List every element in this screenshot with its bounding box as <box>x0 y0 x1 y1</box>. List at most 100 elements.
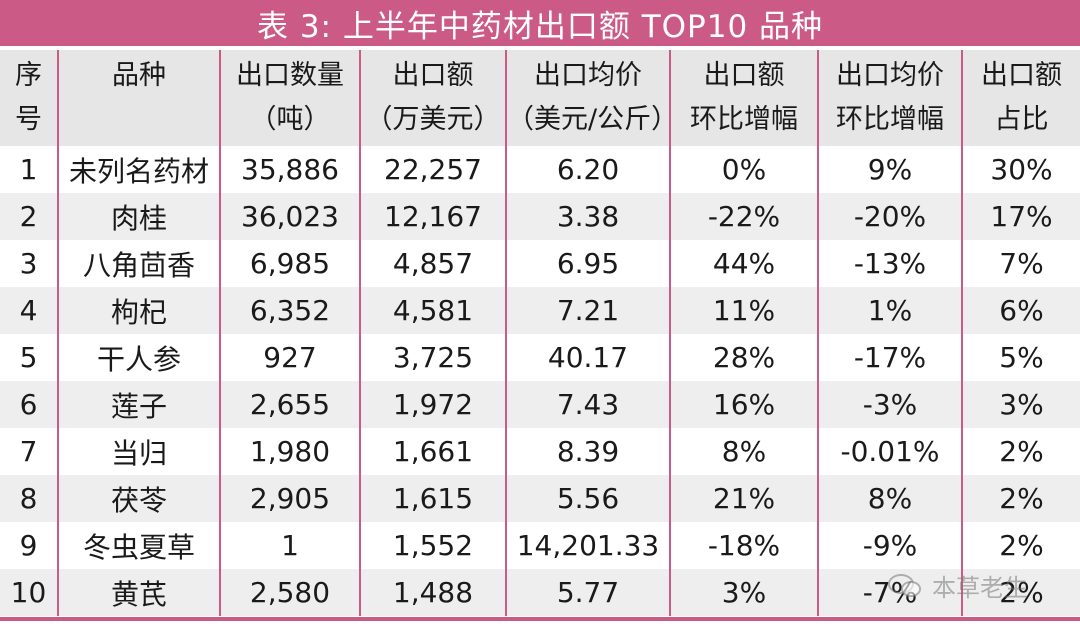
watermark-text: 本草老生 <box>932 574 1028 602</box>
cell-index: 7 <box>19 435 38 468</box>
cell-avg-price: 8.39 <box>505 428 670 475</box>
cell-share: 2% <box>961 475 1080 522</box>
table-row: 6 莲子 2,655 1,972 7.43 16% -3% 3% <box>0 381 1080 428</box>
cell-value-change: 16% <box>669 381 818 428</box>
cell-value: 1,552 <box>359 522 506 569</box>
header-price-change: 出口均价 环比增幅 <box>817 50 962 146</box>
cell-quantity: 36,023 <box>219 193 360 240</box>
cell-index: 9 <box>19 529 38 562</box>
cell-variety: 茯苓 <box>57 475 220 522</box>
header-index: 序号 <box>15 60 42 135</box>
cell-index: 2 <box>19 200 38 233</box>
cell-avg-price: 3.38 <box>505 193 670 240</box>
cell-variety: 干人参 <box>57 334 220 381</box>
bottom-rule <box>0 617 1080 621</box>
table-row: 4 枸杞 6,352 4,581 7.21 11% 1% 6% <box>0 287 1080 334</box>
cell-avg-price: 5.77 <box>505 569 670 616</box>
cell-price-change: -17% <box>817 334 962 381</box>
cell-value-change: 28% <box>669 334 818 381</box>
header-export-quantity: 出口数量 （吨） <box>219 50 360 146</box>
table-row: 8 茯苓 2,905 1,615 5.56 21% 8% 2% <box>0 475 1080 522</box>
cell-index: 8 <box>19 482 38 515</box>
cell-index: 6 <box>19 388 38 421</box>
cell-quantity: 35,886 <box>219 146 360 193</box>
cell-price-change: -7% <box>817 569 962 616</box>
table-row: 2 肉桂 36,023 12,167 3.38 -22% -20% 17% <box>0 193 1080 240</box>
cell-price-change: -9% <box>817 522 962 569</box>
cell-avg-price: 6.95 <box>505 240 670 287</box>
cell-variety: 冬虫夏草 <box>57 522 220 569</box>
cell-value-change: 3% <box>669 569 818 616</box>
watermark: 本草老生 <box>888 568 1028 603</box>
cell-variety: 黄芪 <box>57 569 220 616</box>
table-row: 1 未列名药材 35,886 22,257 6.20 0% 9% 30% <box>0 146 1080 193</box>
cell-value: 12,167 <box>359 193 506 240</box>
cell-share: 7% <box>961 240 1080 287</box>
cell-quantity: 6,352 <box>219 287 360 334</box>
cell-share: 30% <box>961 146 1080 193</box>
table-title: 表 3: 上半年中药材出口额 TOP10 品种 <box>0 0 1080 46</box>
export-table: 序号 品种 出口数量 （吨） 出口额 （万美元） 出口均价 （美元/公斤） 出口额 环比… <box>0 50 1080 616</box>
cell-avg-price: 5.56 <box>505 475 670 522</box>
cell-index: 10 <box>10 576 47 609</box>
cell-quantity: 2,655 <box>219 381 360 428</box>
cell-avg-price: 14,201.33 <box>505 522 670 569</box>
cell-value: 1,972 <box>359 381 506 428</box>
cell-quantity: 927 <box>219 334 360 381</box>
cell-quantity: 1,980 <box>219 428 360 475</box>
cell-share: 2% <box>961 569 1080 616</box>
table-row: 5 干人参 927 3,725 40.17 28% -17% 5% <box>0 334 1080 381</box>
table-row: 9 冬虫夏草 1 1,552 14,201.33 -18% -9% 2% <box>0 522 1080 569</box>
cell-variety: 枸杞 <box>57 287 220 334</box>
cell-avg-price: 7.43 <box>505 381 670 428</box>
cell-avg-price: 40.17 <box>505 334 670 381</box>
cell-value: 4,857 <box>359 240 506 287</box>
cell-value-change: 8% <box>669 428 818 475</box>
cell-value: 1,661 <box>359 428 506 475</box>
header-export-value: 出口额 （万美元） <box>359 50 506 146</box>
cell-avg-price: 6.20 <box>505 146 670 193</box>
cell-value: 1,615 <box>359 475 506 522</box>
header-value-share: 出口额 占比 <box>961 50 1080 146</box>
cell-quantity: 2,905 <box>219 475 360 522</box>
table-row: 10 黄芪 2,580 1,488 5.77 3% -7% 2% <box>0 569 1080 616</box>
header-export-avg-price: 出口均价 （美元/公斤） <box>505 50 678 146</box>
cell-variety: 八角茴香 <box>57 240 220 287</box>
cell-quantity: 6,985 <box>219 240 360 287</box>
cell-price-change: -0.01% <box>817 428 962 475</box>
cell-index: 5 <box>19 341 38 374</box>
cell-value: 22,257 <box>359 146 506 193</box>
cell-share: 3% <box>961 381 1080 428</box>
cell-value: 3,725 <box>359 334 506 381</box>
cell-value: 1,488 <box>359 569 506 616</box>
cell-index: 1 <box>19 153 38 186</box>
table-row: 7 当归 1,980 1,661 8.39 8% -0.01% 2% <box>0 428 1080 475</box>
cell-value-change: -18% <box>669 522 818 569</box>
header-variety: 品种 <box>57 50 220 146</box>
cell-value-change: 44% <box>669 240 818 287</box>
cell-quantity: 1 <box>219 522 360 569</box>
cell-price-change: -3% <box>817 381 962 428</box>
header-row: 序号 品种 出口数量 （吨） 出口额 （万美元） 出口均价 （美元/公斤） 出口额 环比… <box>0 50 1080 146</box>
cell-value-change: -22% <box>669 193 818 240</box>
cell-price-change: -13% <box>817 240 962 287</box>
cell-variety: 莲子 <box>57 381 220 428</box>
cell-quantity: 2,580 <box>219 569 360 616</box>
cell-price-change: 8% <box>817 475 962 522</box>
cell-value-change: 0% <box>669 146 818 193</box>
chat-icon <box>888 573 921 597</box>
cell-variety: 肉桂 <box>57 193 220 240</box>
cell-avg-price: 7.21 <box>505 287 670 334</box>
header-value-change: 出口额 环比增幅 <box>669 50 818 146</box>
cell-share: 17% <box>961 193 1080 240</box>
cell-variety: 未列名药材 <box>57 146 220 193</box>
cell-index: 4 <box>19 294 38 327</box>
cell-value: 4,581 <box>359 287 506 334</box>
cell-value-change: 21% <box>669 475 818 522</box>
cell-share: 5% <box>961 334 1080 381</box>
cell-share: 6% <box>961 287 1080 334</box>
cell-price-change: -20% <box>817 193 962 240</box>
cell-share: 2% <box>961 522 1080 569</box>
cell-value-change: 11% <box>669 287 818 334</box>
cell-variety: 当归 <box>57 428 220 475</box>
